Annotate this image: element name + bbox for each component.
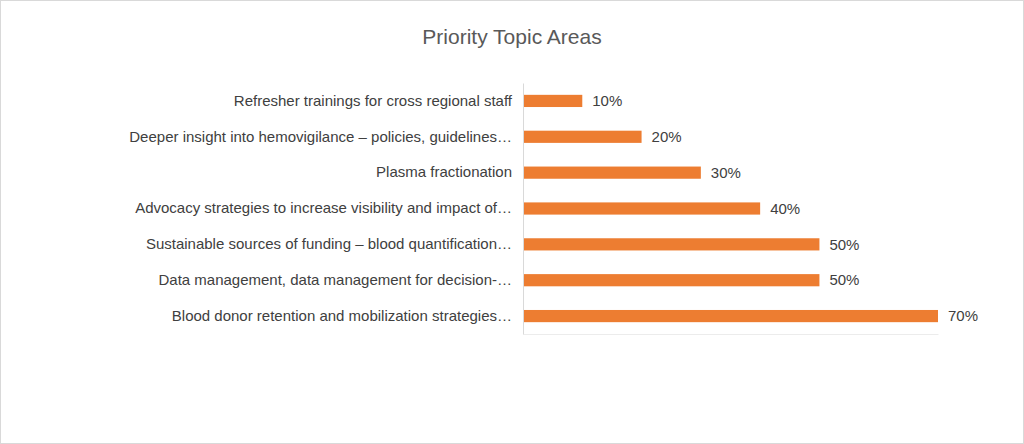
tick: Deeper insight into hemovigilance – poli… — [129, 128, 523, 145]
chart: Priority Topic Areas Refresher trainings … — [0, 0, 1024, 444]
tick-label: Sustainable sources of funding – blood q… — [146, 235, 512, 252]
axis-line — [524, 334, 939, 335]
bars — [523, 95, 938, 322]
bar — [523, 310, 938, 322]
tick: Refresher trainings for cross regional s… — [234, 92, 523, 109]
data-label: 50% — [829, 271, 859, 288]
tick: Sustainable sources of funding – blood q… — [146, 235, 523, 252]
title: Priority Topic Areas — [422, 25, 601, 48]
data-label: 10% — [592, 92, 622, 109]
category-axis: Refresher trainings for cross regional s… — [129, 84, 523, 335]
data-label: 70% — [948, 307, 978, 324]
tick: Advocacy strategies to increase visibili… — [135, 199, 523, 216]
tick-label: Plasma fractionation — [376, 163, 512, 180]
bar — [523, 202, 760, 214]
data-label: 40% — [770, 200, 800, 217]
data-label: 30% — [711, 164, 741, 181]
tick-label: Data management, data management for dec… — [158, 271, 512, 288]
bar — [523, 131, 642, 143]
tick-label: Blood donor retention and mobilization s… — [172, 307, 512, 324]
chart-border — [1, 1, 1024, 444]
bar — [523, 274, 819, 286]
plot-area: Refresher trainings for cross regional s… — [129, 84, 978, 335]
data-label: 20% — [652, 128, 682, 145]
bar — [523, 238, 819, 250]
tick-label: Deeper insight into hemovigilance – poli… — [129, 128, 512, 145]
data-label: 50% — [829, 236, 859, 253]
tick-label: Refresher trainings for cross regional s… — [234, 92, 513, 109]
tick-label: Advocacy strategies to increase visibili… — [135, 199, 512, 216]
bar — [523, 95, 582, 107]
bar — [523, 167, 701, 179]
value-axis — [524, 334, 939, 335]
tick: Blood donor retention and mobilization s… — [172, 307, 523, 324]
data-labels: 10% 20% 30% 40% 50% 50% 70% — [592, 92, 978, 324]
tick: Data management, data management for dec… — [158, 271, 523, 288]
axis-line — [523, 84, 524, 335]
tick: Plasma fractionation — [376, 163, 523, 180]
